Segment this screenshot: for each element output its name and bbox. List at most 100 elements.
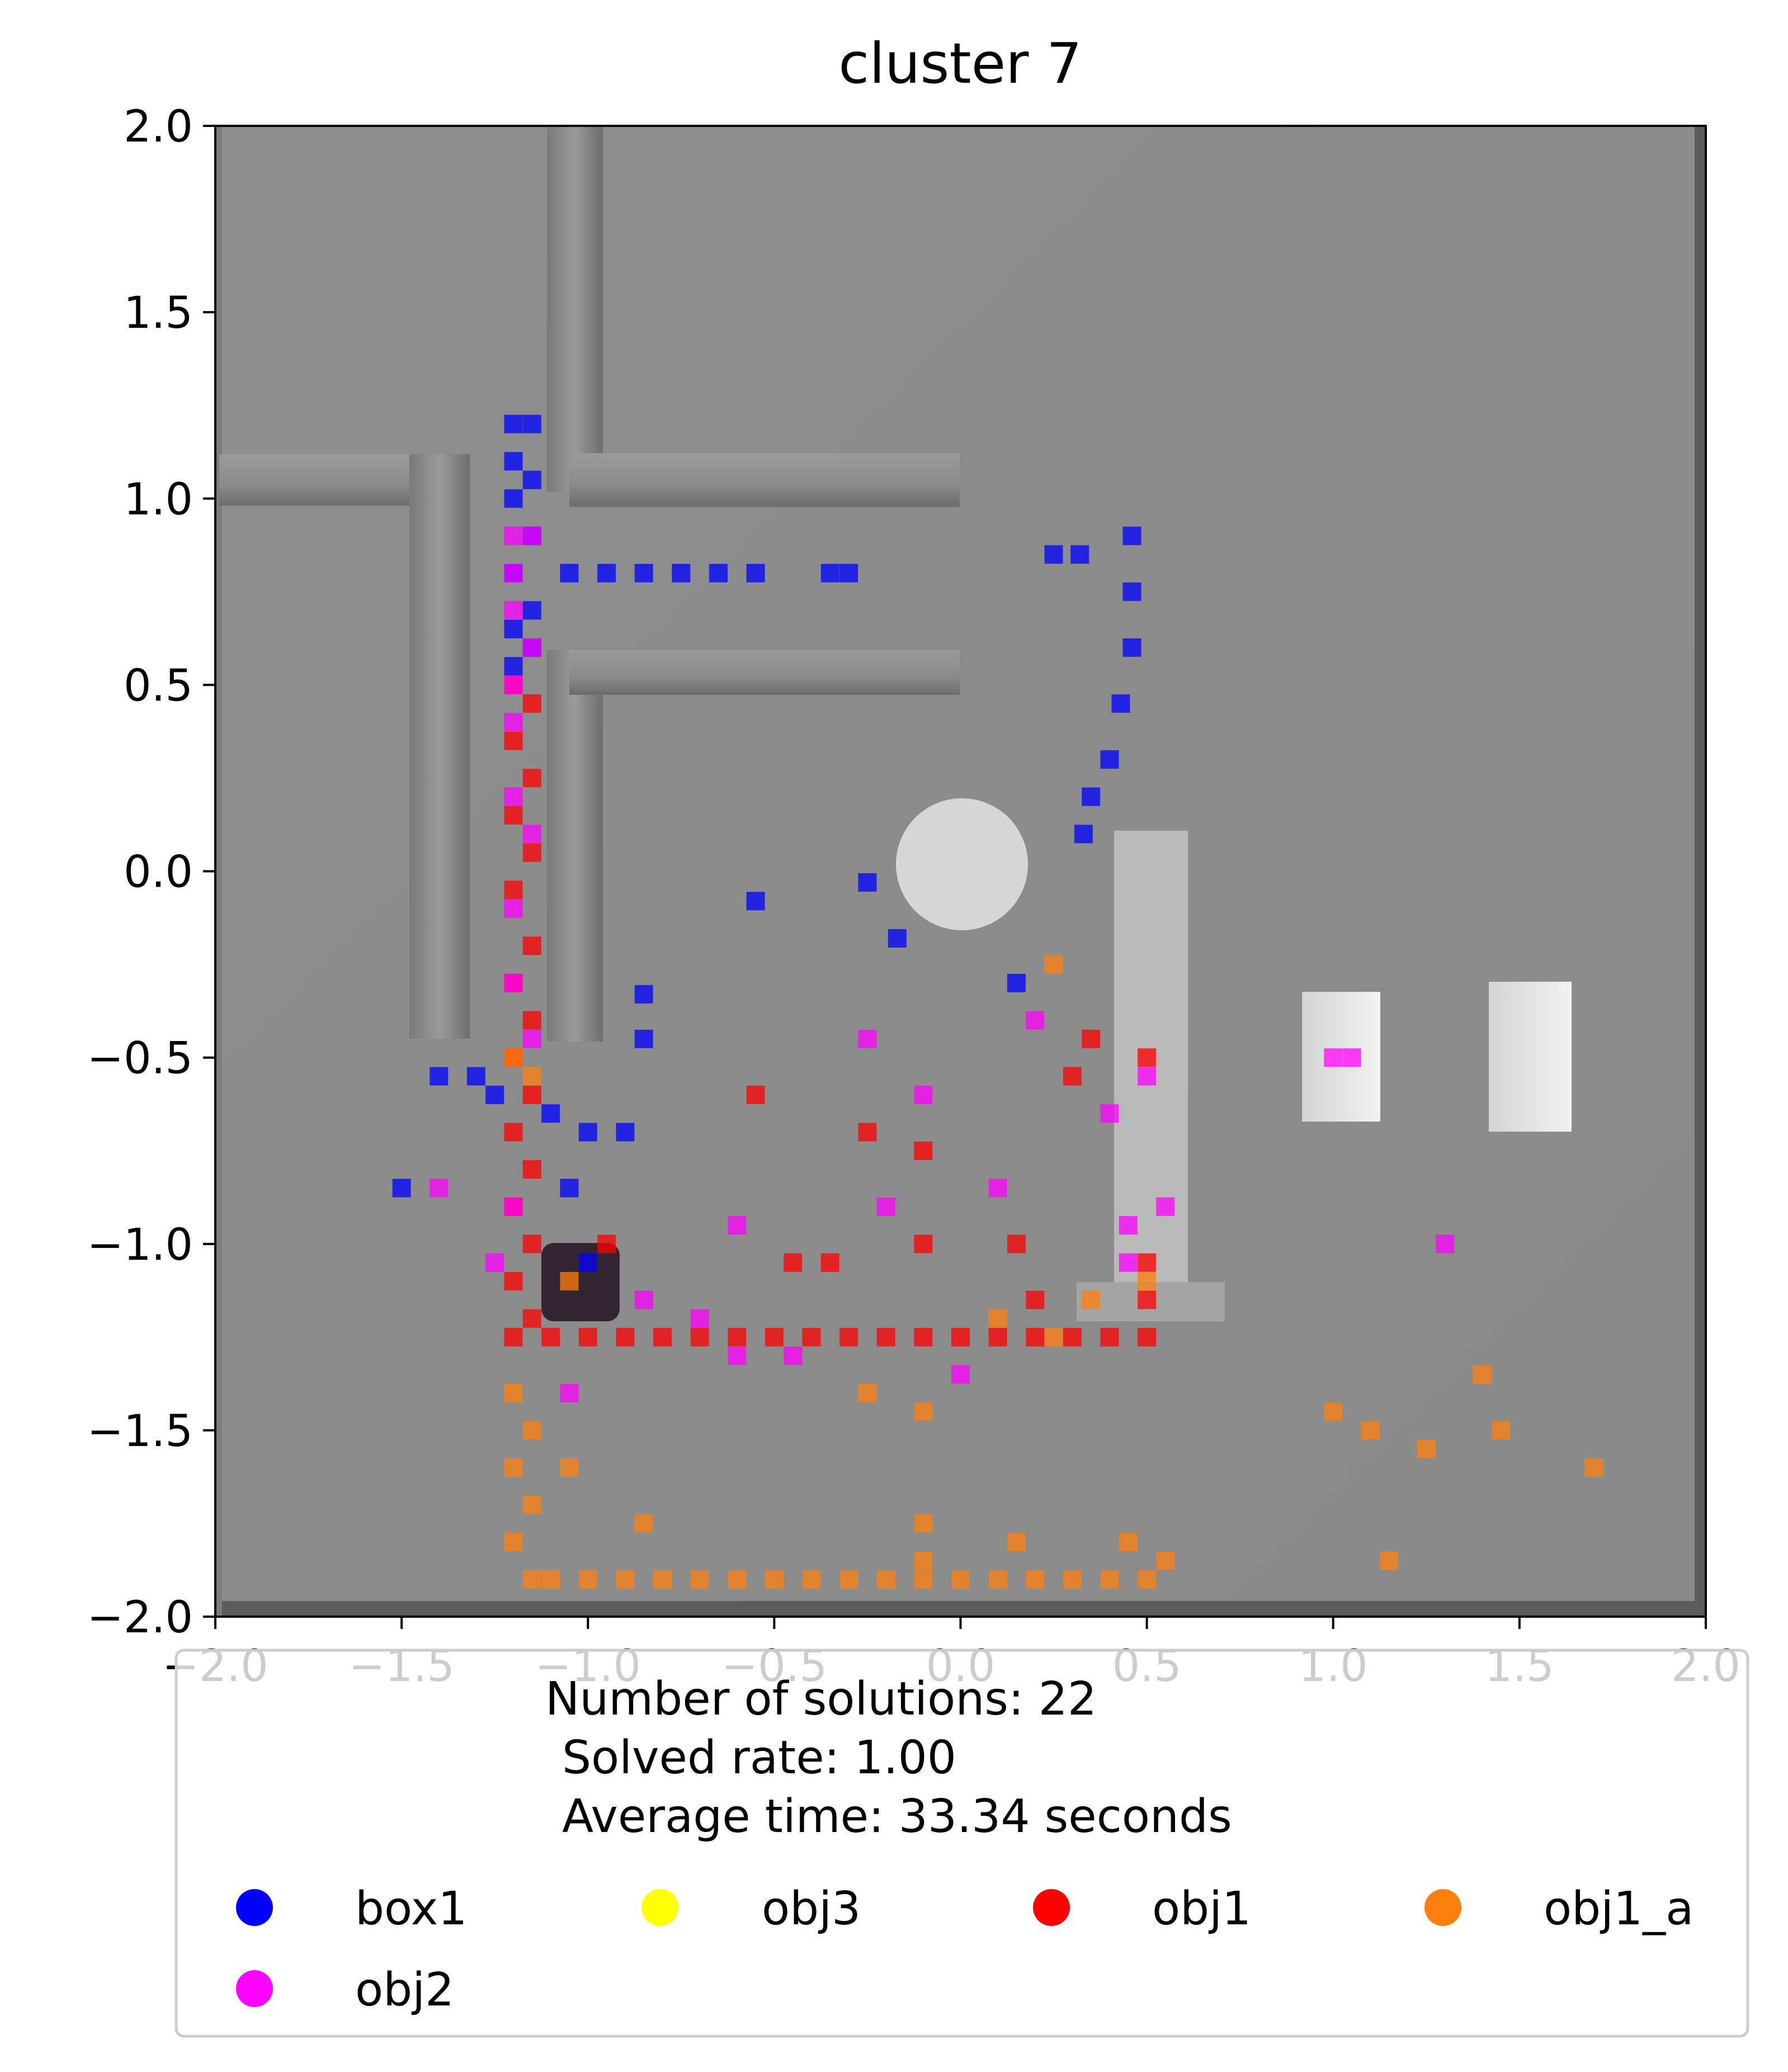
point-obj1_a bbox=[951, 1570, 970, 1589]
point-obj2 bbox=[1026, 1011, 1045, 1030]
point-box1 bbox=[504, 657, 523, 676]
point-obj1_a bbox=[1044, 1327, 1063, 1346]
point-obj1_a bbox=[1082, 1291, 1101, 1310]
point-obj1_a bbox=[522, 1421, 541, 1440]
point-obj1 bbox=[1138, 1253, 1157, 1272]
point-obj2 bbox=[914, 1085, 933, 1104]
point-obj1_a bbox=[802, 1570, 821, 1589]
point-obj2 bbox=[504, 1197, 523, 1216]
point-obj2 bbox=[522, 825, 541, 844]
point-obj1 bbox=[522, 1011, 541, 1030]
point-box1 bbox=[1007, 973, 1026, 992]
point-obj2 bbox=[1119, 1216, 1138, 1235]
point-obj1_a bbox=[1324, 1402, 1343, 1421]
legend-marker-box1 bbox=[236, 1889, 273, 1926]
point-box1 bbox=[430, 1067, 449, 1086]
point-box1 bbox=[504, 452, 523, 471]
point-obj2 bbox=[876, 1197, 895, 1216]
point-obj1 bbox=[1063, 1327, 1082, 1346]
point-obj2 bbox=[504, 899, 523, 918]
wall-middle-horizontal bbox=[569, 650, 960, 695]
legend: Number of solutions: 22 Solved rate: 1.0… bbox=[174, 1649, 1749, 2038]
point-box1 bbox=[597, 564, 616, 582]
point-obj1_a bbox=[1138, 1272, 1157, 1291]
y-axis: 2.0 1.5 1.0 0.5 0.0 −0.5 −1.0 −1.5 −2.0 bbox=[87, 102, 215, 1643]
point-obj1_a bbox=[914, 1551, 933, 1570]
point-box1 bbox=[672, 564, 691, 582]
point-obj1 bbox=[522, 1235, 541, 1254]
point-obj1 bbox=[504, 731, 523, 750]
point-box1 bbox=[839, 564, 858, 582]
chart-title: cluster 7 bbox=[838, 31, 1082, 96]
point-obj2 bbox=[504, 713, 523, 732]
point-box1 bbox=[1111, 694, 1130, 713]
point-obj1_a bbox=[634, 1514, 653, 1533]
point-obj2 bbox=[485, 1253, 504, 1272]
y-tick-label: −0.5 bbox=[87, 1034, 193, 1084]
point-obj2 bbox=[951, 1365, 970, 1384]
point-box1 bbox=[634, 985, 653, 1004]
point-box1 bbox=[522, 415, 541, 434]
point-obj1_a bbox=[1492, 1421, 1511, 1440]
legend-label-box1: box1 bbox=[355, 1882, 467, 1936]
legend-label-obj1_a: obj1_a bbox=[1544, 1882, 1693, 1936]
point-obj2 bbox=[1324, 1048, 1343, 1067]
point-box1 bbox=[709, 564, 728, 582]
y-tick-label: −1.0 bbox=[87, 1220, 193, 1270]
point-obj1 bbox=[1026, 1291, 1045, 1310]
point-obj2 bbox=[504, 675, 523, 694]
point-obj2 bbox=[504, 564, 523, 582]
point-obj2 bbox=[504, 973, 523, 992]
point-obj1_a bbox=[1417, 1439, 1436, 1458]
point-box1 bbox=[746, 564, 765, 582]
point-obj1 bbox=[1138, 1327, 1157, 1346]
point-obj1_a bbox=[728, 1570, 747, 1589]
scatter-marks bbox=[392, 415, 1603, 1589]
point-box1 bbox=[541, 1104, 560, 1123]
point-box1 bbox=[560, 1179, 579, 1198]
point-box1 bbox=[616, 1123, 635, 1142]
point-obj1_a bbox=[1100, 1570, 1119, 1589]
point-obj2 bbox=[988, 1179, 1007, 1198]
point-box1 bbox=[1122, 582, 1141, 601]
y-tick-label: 1.0 bbox=[124, 474, 193, 525]
y-tick-label: 2.0 bbox=[124, 102, 193, 152]
point-box1 bbox=[560, 564, 579, 582]
point-box1 bbox=[1100, 750, 1119, 769]
point-box1 bbox=[485, 1085, 504, 1104]
point-obj2 bbox=[728, 1346, 747, 1365]
point-box1 bbox=[578, 1253, 597, 1272]
point-box1 bbox=[522, 470, 541, 489]
point-obj1 bbox=[802, 1327, 821, 1346]
point-obj1 bbox=[858, 1123, 877, 1142]
point-box1 bbox=[858, 873, 877, 892]
point-obj1 bbox=[541, 1327, 560, 1346]
point-box1 bbox=[1122, 638, 1141, 657]
legend-label-obj2: obj2 bbox=[355, 1963, 454, 2017]
point-obj1 bbox=[765, 1327, 784, 1346]
point-box1 bbox=[466, 1067, 485, 1086]
point-box1 bbox=[578, 1123, 597, 1142]
point-obj2 bbox=[522, 1029, 541, 1048]
point-obj1 bbox=[1007, 1235, 1026, 1254]
point-obj1_a bbox=[578, 1570, 597, 1589]
point-obj2 bbox=[1100, 1104, 1119, 1123]
point-obj2 bbox=[504, 601, 523, 620]
point-obj1_a bbox=[1584, 1458, 1603, 1477]
point-obj2 bbox=[1119, 1253, 1138, 1272]
point-obj1 bbox=[988, 1327, 1007, 1346]
wall-vertical-left bbox=[409, 454, 470, 1039]
point-obj1_a bbox=[858, 1383, 877, 1402]
point-obj2 bbox=[858, 1029, 877, 1048]
point-obj2 bbox=[690, 1309, 709, 1328]
point-obj1_a bbox=[522, 1570, 541, 1589]
point-obj1 bbox=[914, 1235, 933, 1254]
point-obj1 bbox=[504, 1327, 523, 1346]
point-box1 bbox=[634, 1029, 653, 1048]
legend-marker-obj1 bbox=[1033, 1889, 1070, 1926]
point-obj1 bbox=[522, 1085, 541, 1104]
point-obj1 bbox=[504, 806, 523, 825]
point-obj2 bbox=[560, 1383, 579, 1402]
point-box1 bbox=[504, 619, 523, 638]
